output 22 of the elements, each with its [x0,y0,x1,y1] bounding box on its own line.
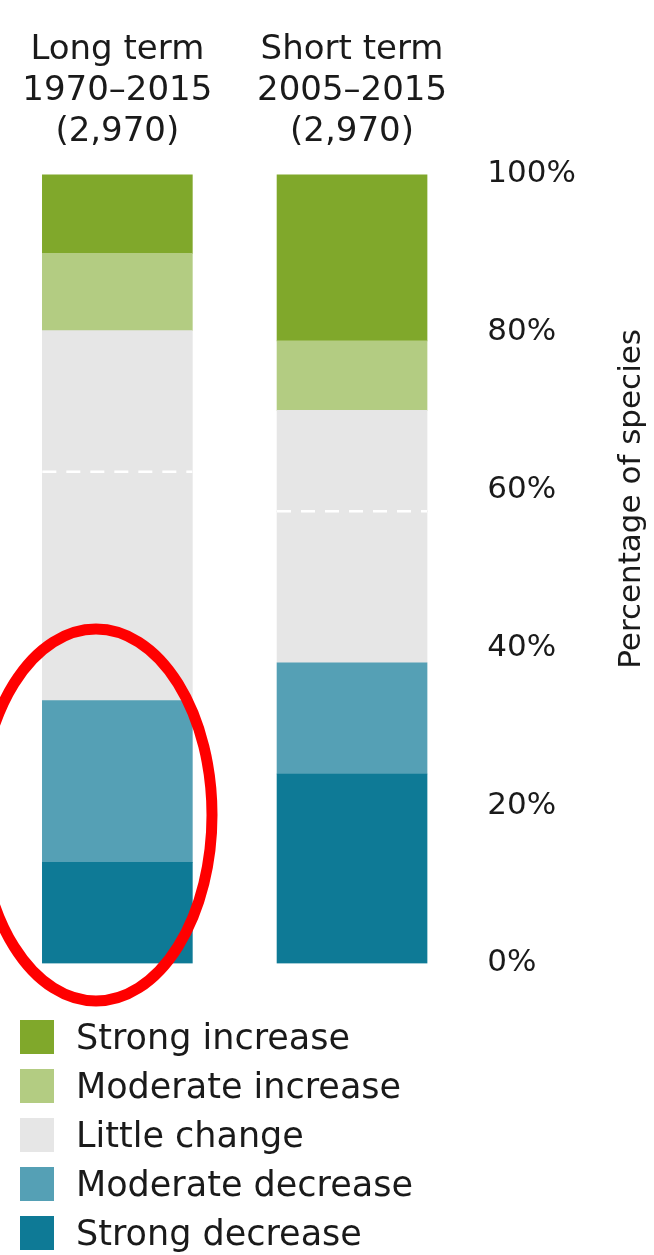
y-tick-label: 0% [487,942,537,979]
y-tick-label: 80% [487,311,557,348]
legend-label: Strong increase [76,1016,351,1057]
bar [42,174,193,254]
y-tick-label: 40% [487,626,557,663]
y-axis-title: Percentage of species [611,329,648,669]
y-tick-label: 100% [487,153,577,190]
x-tick-label: Short term 2005–2015 (2,970) [257,27,448,149]
legend-label: Little change [76,1114,304,1155]
bar [42,700,193,863]
legend-label: Moderate increase [76,1065,402,1106]
bar [276,773,428,964]
legend-label: Strong decrease [76,1212,362,1253]
x-tick-label: Long term 1970–2015 (2,970) [22,27,213,149]
y-tick-label: 60% [487,469,557,506]
y-tick-label: 20% [487,784,557,821]
bar [276,174,428,342]
bar [42,862,193,964]
bar [42,252,193,331]
legend-label: Moderate decrease [76,1163,413,1204]
bar [276,662,428,775]
bar [276,340,428,411]
